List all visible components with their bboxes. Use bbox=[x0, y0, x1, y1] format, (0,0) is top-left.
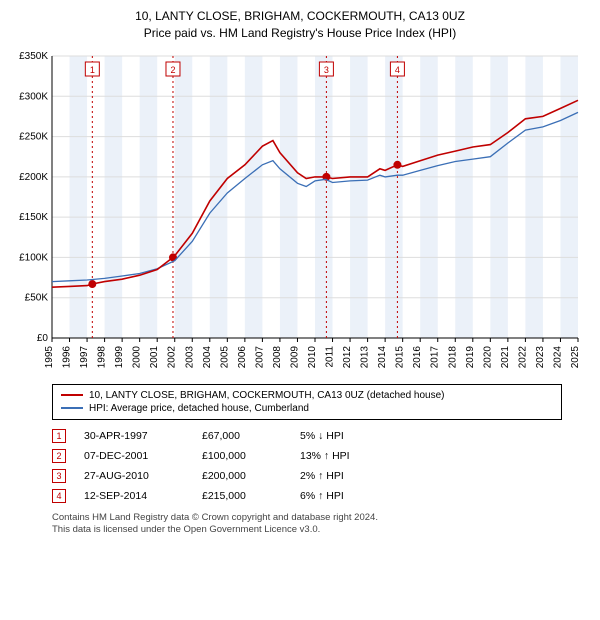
event-delta: 5% ↓ HPI bbox=[300, 430, 400, 442]
svg-text:2025: 2025 bbox=[570, 345, 581, 368]
svg-text:2003: 2003 bbox=[184, 345, 195, 368]
svg-text:£150K: £150K bbox=[19, 212, 48, 223]
footnote-line: Contains HM Land Registry data © Crown c… bbox=[52, 512, 562, 524]
event-delta: 2% ↑ HPI bbox=[300, 470, 400, 482]
svg-text:2017: 2017 bbox=[430, 345, 441, 368]
legend-label: 10, LANTY CLOSE, BRIGHAM, COCKERMOUTH, C… bbox=[89, 390, 445, 401]
svg-text:2014: 2014 bbox=[377, 345, 388, 368]
event-price: £100,000 bbox=[202, 450, 282, 462]
legend: 10, LANTY CLOSE, BRIGHAM, COCKERMOUTH, C… bbox=[52, 384, 562, 420]
svg-text:£0: £0 bbox=[37, 333, 49, 344]
event-price: £67,000 bbox=[202, 430, 282, 442]
svg-text:2011: 2011 bbox=[325, 345, 336, 367]
svg-text:2008: 2008 bbox=[272, 345, 283, 368]
legend-row: HPI: Average price, detached house, Cumb… bbox=[61, 402, 553, 415]
footnote-line: This data is licensed under the Open Gov… bbox=[52, 524, 562, 536]
event-date: 12-SEP-2014 bbox=[84, 490, 184, 502]
svg-text:4: 4 bbox=[395, 65, 400, 75]
svg-text:2021: 2021 bbox=[500, 345, 511, 368]
svg-text:2020: 2020 bbox=[482, 345, 493, 368]
event-row: 2 07-DEC-2001 £100,000 13% ↑ HPI bbox=[52, 446, 562, 466]
legend-swatch bbox=[61, 394, 83, 396]
svg-text:1996: 1996 bbox=[62, 345, 73, 368]
svg-text:2000: 2000 bbox=[132, 345, 143, 368]
event-row: 1 30-APR-1997 £67,000 5% ↓ HPI bbox=[52, 426, 562, 446]
svg-text:2023: 2023 bbox=[535, 345, 546, 368]
chart-title: 10, LANTY CLOSE, BRIGHAM, COCKERMOUTH, C… bbox=[10, 8, 590, 42]
svg-text:1: 1 bbox=[90, 65, 95, 75]
chart-svg: £0 £50K £100K £150K £200K £250K £300K £350K 1995… bbox=[10, 48, 590, 378]
svg-text:1995: 1995 bbox=[44, 345, 55, 368]
footnote: Contains HM Land Registry data © Crown c… bbox=[52, 512, 562, 537]
title-line-1: 10, LANTY CLOSE, BRIGHAM, COCKERMOUTH, C… bbox=[10, 8, 590, 25]
title-line-2: Price paid vs. HM Land Registry's House … bbox=[10, 25, 590, 42]
svg-text:2016: 2016 bbox=[412, 345, 423, 368]
event-delta: 13% ↑ HPI bbox=[300, 450, 400, 462]
svg-text:2019: 2019 bbox=[465, 345, 476, 368]
svg-text:2006: 2006 bbox=[237, 345, 248, 368]
svg-text:2010: 2010 bbox=[307, 345, 318, 368]
svg-text:2009: 2009 bbox=[289, 345, 300, 368]
event-marker: 1 bbox=[52, 429, 66, 443]
svg-text:2005: 2005 bbox=[219, 345, 230, 368]
event-row: 4 12-SEP-2014 £215,000 6% ↑ HPI bbox=[52, 486, 562, 506]
svg-text:2015: 2015 bbox=[395, 345, 406, 368]
svg-text:2022: 2022 bbox=[517, 345, 528, 368]
chart: £0 £50K £100K £150K £200K £250K £300K £350K 1995… bbox=[10, 48, 590, 378]
svg-text:£100K: £100K bbox=[19, 252, 48, 263]
event-date: 07-DEC-2001 bbox=[84, 450, 184, 462]
event-row: 3 27-AUG-2010 £200,000 2% ↑ HPI bbox=[52, 466, 562, 486]
svg-text:2004: 2004 bbox=[202, 345, 213, 368]
legend-label: HPI: Average price, detached house, Cumb… bbox=[89, 403, 309, 414]
svg-text:2024: 2024 bbox=[552, 345, 563, 368]
svg-text:£300K: £300K bbox=[19, 91, 48, 102]
legend-swatch bbox=[61, 407, 83, 409]
svg-text:3: 3 bbox=[324, 65, 329, 75]
svg-text:£250K: £250K bbox=[19, 131, 48, 142]
svg-text:2012: 2012 bbox=[342, 345, 353, 368]
event-marker: 2 bbox=[52, 449, 66, 463]
svg-text:2013: 2013 bbox=[360, 345, 371, 368]
svg-text:2002: 2002 bbox=[167, 345, 178, 368]
event-date: 30-APR-1997 bbox=[84, 430, 184, 442]
svg-text:2007: 2007 bbox=[254, 345, 265, 368]
svg-text:2018: 2018 bbox=[447, 345, 458, 368]
container: 10, LANTY CLOSE, BRIGHAM, COCKERMOUTH, C… bbox=[0, 0, 600, 544]
legend-row: 10, LANTY CLOSE, BRIGHAM, COCKERMOUTH, C… bbox=[61, 389, 553, 402]
svg-text:£50K: £50K bbox=[25, 292, 49, 303]
svg-text:1997: 1997 bbox=[79, 345, 90, 368]
svg-text:£350K: £350K bbox=[19, 51, 48, 62]
svg-text:1999: 1999 bbox=[114, 345, 125, 368]
event-price: £200,000 bbox=[202, 470, 282, 482]
svg-text:1998: 1998 bbox=[97, 345, 108, 368]
event-date: 27-AUG-2010 bbox=[84, 470, 184, 482]
svg-text:2: 2 bbox=[170, 65, 175, 75]
event-marker: 3 bbox=[52, 469, 66, 483]
event-delta: 6% ↑ HPI bbox=[300, 490, 400, 502]
svg-text:£200K: £200K bbox=[19, 171, 48, 182]
event-marker: 4 bbox=[52, 489, 66, 503]
svg-text:2001: 2001 bbox=[149, 345, 160, 368]
events-table: 1 30-APR-1997 £67,000 5% ↓ HPI 2 07-DEC-2001 £… bbox=[52, 426, 562, 506]
event-price: £215,000 bbox=[202, 490, 282, 502]
